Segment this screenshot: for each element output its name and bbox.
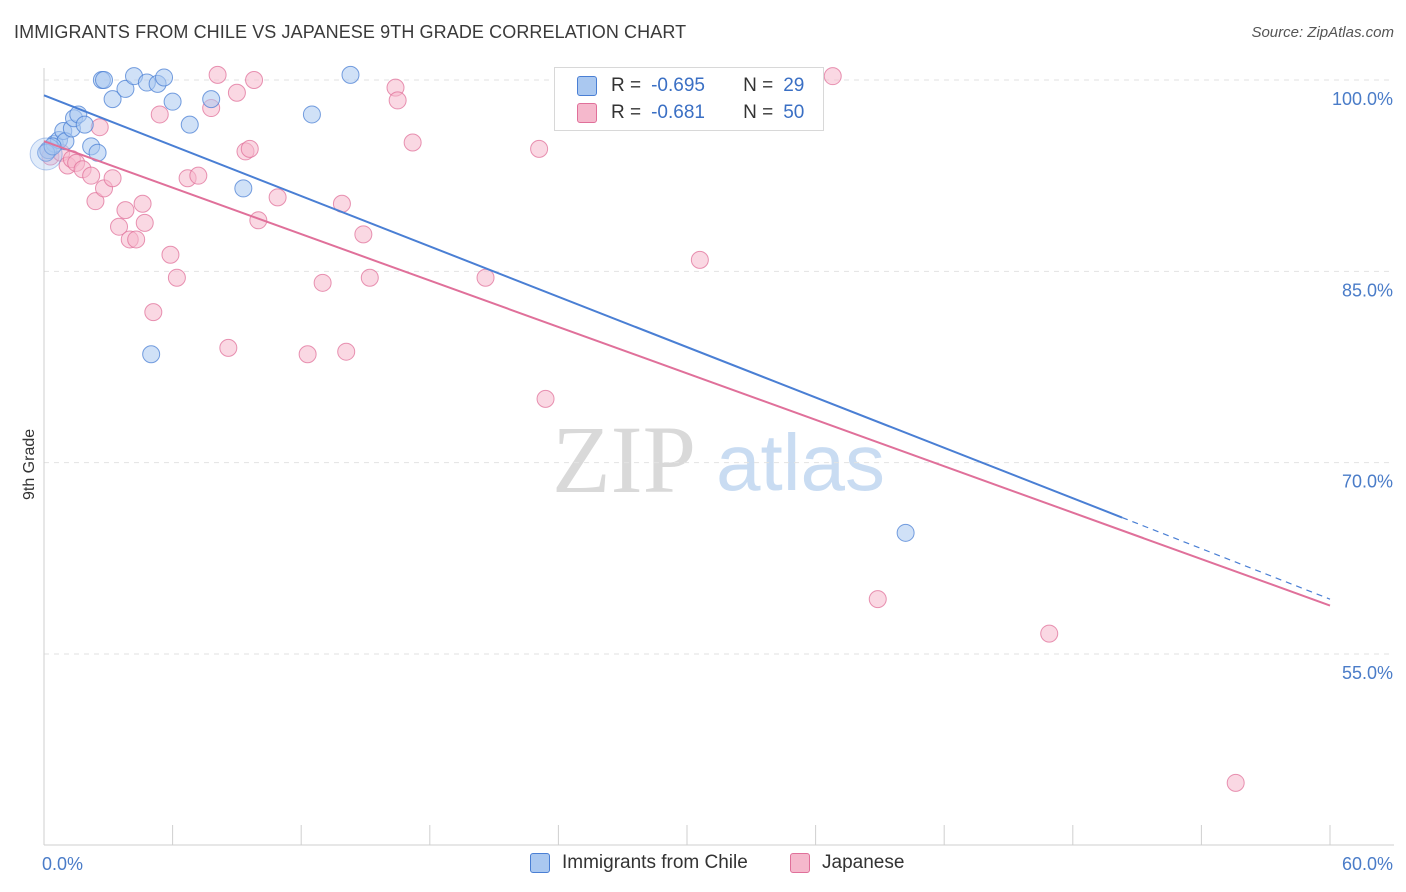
legend-label-chile: Immigrants from Chile bbox=[562, 852, 748, 873]
point-japanese bbox=[360, 268, 379, 287]
point-japanese bbox=[116, 201, 135, 220]
legend-row-chile: R = -0.695 N = 29 bbox=[577, 74, 804, 98]
trend-line-chile-extrapolated bbox=[1121, 516, 1331, 600]
point-chile bbox=[75, 115, 94, 134]
point-chile bbox=[202, 90, 221, 109]
point-japanese bbox=[388, 91, 407, 110]
point-japanese bbox=[150, 105, 169, 124]
axes bbox=[43, 68, 1394, 846]
point-chile bbox=[163, 92, 182, 111]
point-japanese bbox=[227, 83, 246, 102]
legend-swatch-pink bbox=[790, 853, 810, 873]
point-japanese bbox=[245, 71, 264, 89]
point-chile bbox=[142, 345, 161, 364]
point-japanese bbox=[530, 139, 549, 158]
point-japanese bbox=[536, 389, 555, 408]
point-chile bbox=[180, 115, 199, 134]
x-tick-label-min: 0.0% bbox=[42, 854, 83, 874]
point-japanese bbox=[823, 67, 842, 86]
point-chile bbox=[896, 523, 915, 542]
point-japanese bbox=[868, 590, 887, 609]
point-cluster bbox=[29, 137, 63, 171]
point-japanese bbox=[403, 133, 422, 152]
point-japanese bbox=[1040, 624, 1059, 643]
y-tick-label: 55.0% bbox=[1342, 663, 1393, 683]
legend-n-label: N = bbox=[743, 102, 774, 123]
point-japanese bbox=[103, 169, 122, 188]
point-japanese bbox=[189, 166, 208, 185]
point-japanese bbox=[110, 217, 129, 236]
point-japanese bbox=[86, 192, 105, 211]
point-japanese bbox=[354, 225, 373, 244]
y-tick-label: 70.0% bbox=[1342, 472, 1393, 492]
legend-n-value: 50 bbox=[783, 102, 805, 123]
point-chile bbox=[302, 105, 321, 124]
trend-lines bbox=[43, 94, 1331, 607]
legend-r-label: R = bbox=[611, 102, 642, 123]
gridlines bbox=[44, 79, 1394, 655]
point-japanese bbox=[144, 303, 163, 322]
point-chile bbox=[103, 90, 122, 109]
legend-item-chile[interactable]: Immigrants from Chile bbox=[530, 852, 748, 874]
legend-swatch-blue bbox=[577, 76, 597, 96]
watermark-zip: ZIP bbox=[552, 406, 696, 513]
point-japanese bbox=[127, 230, 146, 249]
point-japanese bbox=[208, 65, 227, 84]
point-japanese bbox=[240, 139, 259, 158]
legend-swatch-blue bbox=[530, 853, 550, 873]
point-japanese bbox=[219, 338, 238, 357]
y-tick-label: 85.0% bbox=[1342, 280, 1393, 300]
point-japanese bbox=[337, 342, 356, 361]
watermark: ZIP atlas bbox=[552, 406, 885, 513]
legend-n-value: 29 bbox=[783, 75, 805, 96]
point-japanese bbox=[268, 188, 287, 207]
chart-title: IMMIGRANTS FROM CHILE VS JAPANESE 9TH GR… bbox=[14, 22, 687, 42]
point-japanese bbox=[313, 273, 332, 292]
legend-row-japanese: R = -0.681 N = 50 bbox=[577, 101, 804, 125]
trend-line-japanese bbox=[43, 140, 1331, 607]
tick-labels: 55.0% 70.0% 85.0% 100.0% 0.0% 60.0% bbox=[42, 89, 1393, 874]
watermark-atlas: atlas bbox=[716, 418, 885, 507]
x-tick-label-max: 60.0% bbox=[1342, 854, 1393, 874]
point-chile bbox=[341, 65, 360, 84]
legend-r-label: R = bbox=[611, 75, 642, 96]
point-chile bbox=[95, 71, 114, 89]
point-japanese bbox=[690, 250, 709, 269]
legend-item-japanese[interactable]: Japanese bbox=[790, 852, 904, 874]
point-chile bbox=[234, 179, 253, 198]
trend-line-chile bbox=[43, 94, 1123, 519]
point-japanese bbox=[167, 268, 186, 287]
legend-r-value: -0.695 bbox=[651, 75, 705, 96]
data-points bbox=[29, 65, 1245, 792]
point-chile bbox=[155, 68, 174, 87]
legend-n-label: N = bbox=[743, 75, 774, 96]
point-japanese bbox=[1226, 773, 1245, 792]
point-japanese bbox=[82, 166, 101, 185]
point-japanese bbox=[133, 194, 152, 213]
y-axis-label: 9th Grade bbox=[21, 429, 38, 500]
point-japanese bbox=[90, 118, 109, 137]
y-tick-label: 100.0% bbox=[1332, 89, 1393, 109]
point-japanese bbox=[161, 245, 180, 264]
point-chile bbox=[116, 79, 135, 98]
source-label: Source: ZipAtlas.com bbox=[1251, 24, 1394, 41]
series-legend: Immigrants from Chile Japanese bbox=[0, 852, 1406, 878]
point-japanese bbox=[135, 213, 154, 232]
legend-r-value: -0.681 bbox=[651, 102, 705, 123]
point-japanese bbox=[476, 268, 495, 287]
legend-swatch-pink bbox=[577, 103, 597, 123]
correlation-legend: R = -0.695 N = 29 R = -0.681 N = 50 bbox=[554, 67, 824, 131]
legend-label-japanese: Japanese bbox=[822, 852, 905, 873]
point-japanese bbox=[298, 345, 317, 364]
